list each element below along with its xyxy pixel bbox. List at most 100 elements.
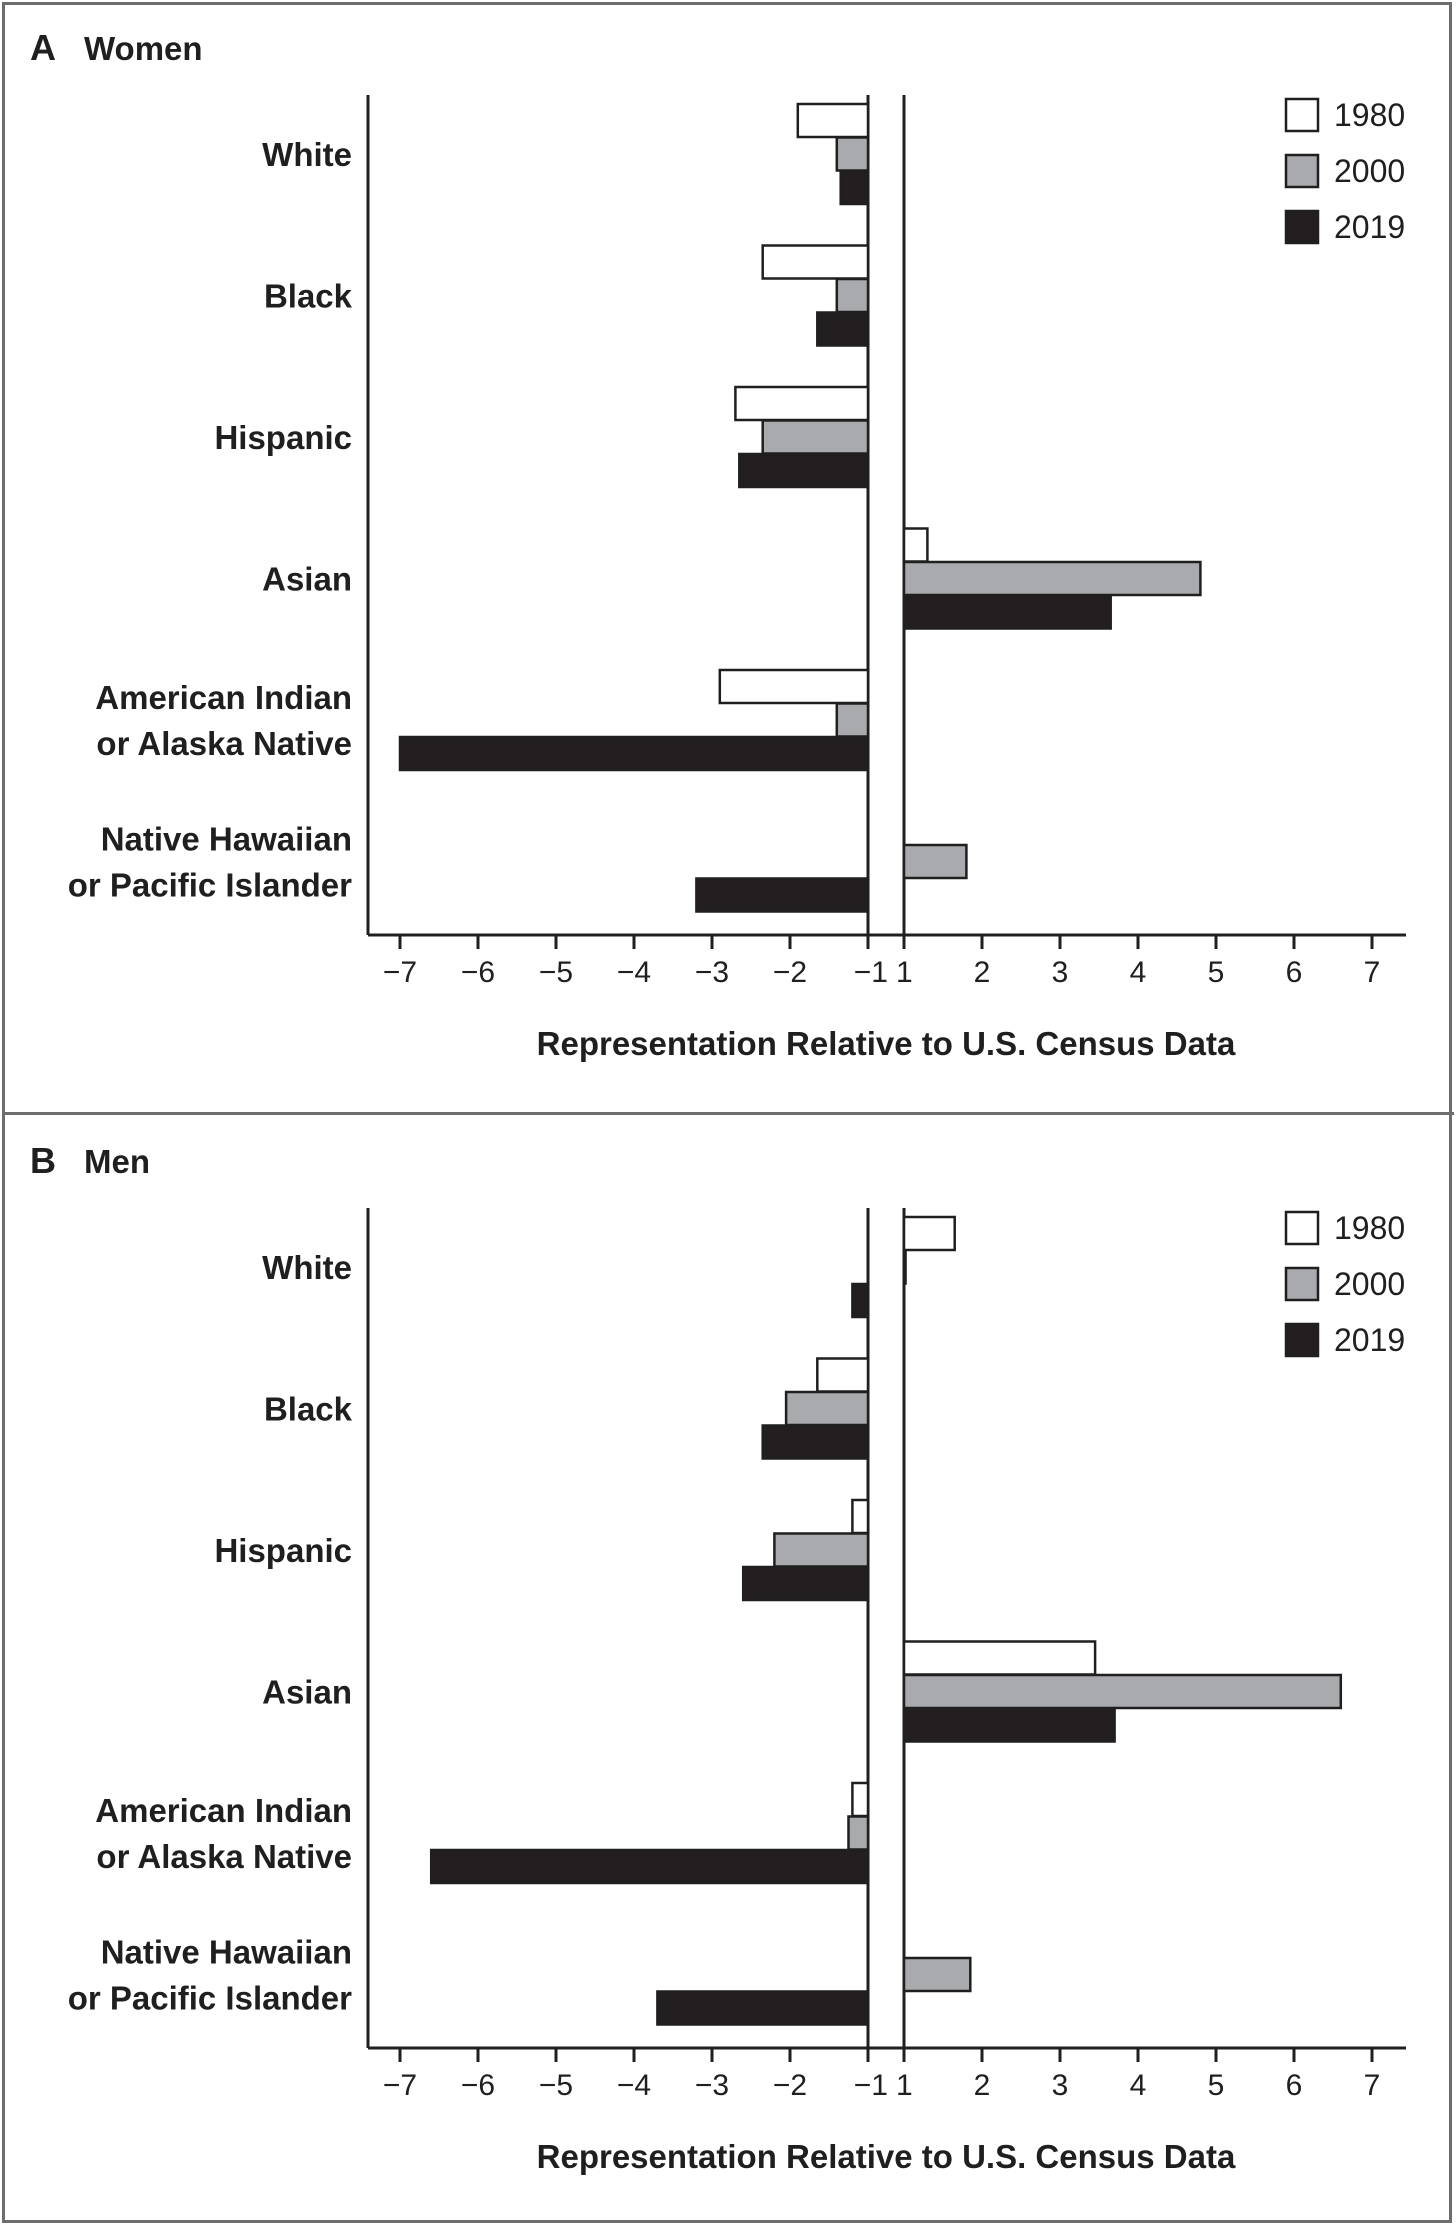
- women-x-tick-label: 1: [896, 956, 913, 989]
- men-legend-swatch-2000: [1284, 1266, 1320, 1302]
- men-bar-hispanic-1980: [851, 1498, 870, 1535]
- men-x-tick-label: −3: [695, 2069, 729, 2102]
- men-category-label: American Indian: [95, 1792, 352, 1829]
- women-bar-asian-2000: [902, 560, 1202, 597]
- women-x-tick-label: −1: [854, 956, 888, 989]
- women-bar-asian-1980: [902, 527, 929, 563]
- men-x-tick-label: 1: [896, 2069, 913, 2102]
- men-bar-hispanic-2019: [741, 1565, 870, 1602]
- women-category-label: Hispanic: [214, 419, 352, 456]
- men-x-tick-label: 2: [974, 2069, 991, 2102]
- men-bar-american-indian-or-alaska-native-1980: [851, 1781, 870, 1818]
- men-bar-asian-1980: [902, 1640, 1097, 1676]
- panel-title-women: Women: [84, 30, 203, 67]
- women-category-label: or Alaska Native: [96, 725, 352, 762]
- men-bar-white-2019: [851, 1282, 870, 1319]
- women-x-tick-label: 2: [974, 956, 991, 989]
- women-bar-white-1980: [796, 102, 870, 139]
- men-bar-native-hawaiian-or-pacific-islander-2019: [656, 1990, 870, 2026]
- women-bar-hispanic-1980: [734, 385, 870, 422]
- men-bar-native-hawaiian-or-pacific-islander-2000: [902, 1956, 972, 1993]
- men-bar-white-1980: [902, 1215, 956, 1252]
- men-bar-american-indian-or-alaska-native-2000: [847, 1815, 870, 1851]
- men-category-label: Black: [264, 1391, 353, 1428]
- women-x-tick-label: 7: [1364, 956, 1381, 989]
- men-bar-asian-2019: [902, 1707, 1116, 1743]
- men-x-tick-label: −7: [383, 2069, 417, 2102]
- men-bar-hispanic-2000: [773, 1532, 870, 1568]
- women-bar-asian-2019: [902, 594, 1112, 630]
- women-category-label: White: [262, 136, 352, 173]
- men-x-tick-label: 7: [1364, 2069, 1381, 2102]
- men-x-tick-label: 3: [1052, 2069, 1069, 2102]
- women-category-label: Native Hawaiian: [101, 821, 352, 858]
- women-x-tick-label: −2: [773, 956, 807, 989]
- men-legend-label-1980: 1980: [1334, 1210, 1405, 1246]
- men-x-tick-label: −1: [854, 2069, 888, 2102]
- men-x-axis-title: Representation Relative to U.S. Census D…: [537, 2138, 1236, 2175]
- women-legend-swatch-2019: [1284, 209, 1320, 245]
- men-legend-swatch-1980: [1284, 1210, 1320, 1246]
- men-category-label: Native Hawaiian: [101, 1934, 352, 1971]
- men-legend-label-2019: 2019: [1334, 1322, 1405, 1358]
- women-bar-native-hawaiian-or-pacific-islander-2000: [902, 843, 968, 880]
- women-bar-hispanic-2019: [738, 452, 870, 489]
- men-x-tick-label: 4: [1130, 2069, 1147, 2102]
- men-bar-asian-2000: [902, 1673, 1343, 1710]
- women-bar-hispanic-2000: [761, 419, 870, 455]
- women-bar-white-2019: [839, 169, 870, 206]
- women-x-tick-label: 5: [1208, 956, 1225, 989]
- women-bar-american-indian-or-alaska-native-2019: [398, 735, 870, 772]
- men-category-label: or Alaska Native: [96, 1838, 352, 1875]
- men-category-label: or Pacific Islander: [68, 1980, 352, 2017]
- men-legend-label-2000: 2000: [1334, 1266, 1405, 1302]
- women-x-tick-label: −4: [617, 956, 651, 989]
- women-bar-black-2000: [835, 277, 870, 314]
- women-category-label: Black: [264, 278, 353, 315]
- men-x-tick-label: −2: [773, 2069, 807, 2102]
- women-legend-swatch-2000: [1284, 153, 1320, 189]
- women-bar-american-indian-or-alaska-native-1980: [718, 668, 870, 705]
- women-x-tick-label: −3: [695, 956, 729, 989]
- women-bar-native-hawaiian-or-pacific-islander-2019: [695, 877, 870, 913]
- women-x-tick-label: −6: [461, 956, 495, 989]
- women-x-tick-label: −7: [383, 956, 417, 989]
- men-x-tick-label: −4: [617, 2069, 651, 2102]
- men-category-label: White: [262, 1249, 352, 1286]
- men-bar-white-2000: [902, 1249, 907, 1285]
- women-x-tick-label: −5: [539, 956, 573, 989]
- women-category-label: American Indian: [95, 679, 352, 716]
- men-bar-black-1980: [816, 1357, 870, 1393]
- men-x-tick-label: −6: [461, 2069, 495, 2102]
- men-bar-black-2000: [784, 1390, 870, 1427]
- men-category-label: Hispanic: [214, 1532, 352, 1569]
- panel-title-men: Men: [84, 1143, 150, 1180]
- women-category-label: or Pacific Islander: [68, 867, 352, 904]
- men-x-tick-label: −5: [539, 2069, 573, 2102]
- women-category-label: Asian: [262, 561, 352, 598]
- women-legend-label-2000: 2000: [1334, 153, 1405, 189]
- women-bar-white-2000: [835, 136, 870, 172]
- men-x-tick-label: 6: [1286, 2069, 1303, 2102]
- men-panel-chart: B Men −7 −6 −5 −4 −3 −2 −1 1 2 3 4 5 6 7 Representatio…: [30, 1140, 1406, 2175]
- women-legend-swatch-1980: [1284, 97, 1320, 133]
- men-bar-black-2019: [761, 1424, 870, 1460]
- men-bar-american-indian-or-alaska-native-2019: [429, 1848, 870, 1885]
- panel-divider: [2, 1112, 1454, 1115]
- women-legend-label-2019: 2019: [1334, 209, 1405, 245]
- women-x-axis-title: Representation Relative to U.S. Census D…: [537, 1025, 1236, 1062]
- women-x-tick-label: 6: [1286, 956, 1303, 989]
- women-bar-black-2019: [816, 311, 870, 347]
- men-category-label: Asian: [262, 1674, 352, 1711]
- panel-letter-a: A: [30, 27, 56, 68]
- women-legend-label-1980: 1980: [1334, 97, 1405, 133]
- women-panel-chart: A Women −7 −6 −5 −4 −3 −2 −1 1 2 3 4 5 6 7 Representat…: [30, 27, 1406, 1062]
- women-x-tick-label: 3: [1052, 956, 1069, 989]
- women-bar-american-indian-or-alaska-native-2000: [835, 702, 870, 738]
- panel-letter-b: B: [30, 1140, 56, 1181]
- men-x-tick-label: 5: [1208, 2069, 1225, 2102]
- women-x-tick-label: 4: [1130, 956, 1147, 989]
- men-legend-swatch-2019: [1284, 1322, 1320, 1358]
- women-bar-black-1980: [761, 244, 870, 280]
